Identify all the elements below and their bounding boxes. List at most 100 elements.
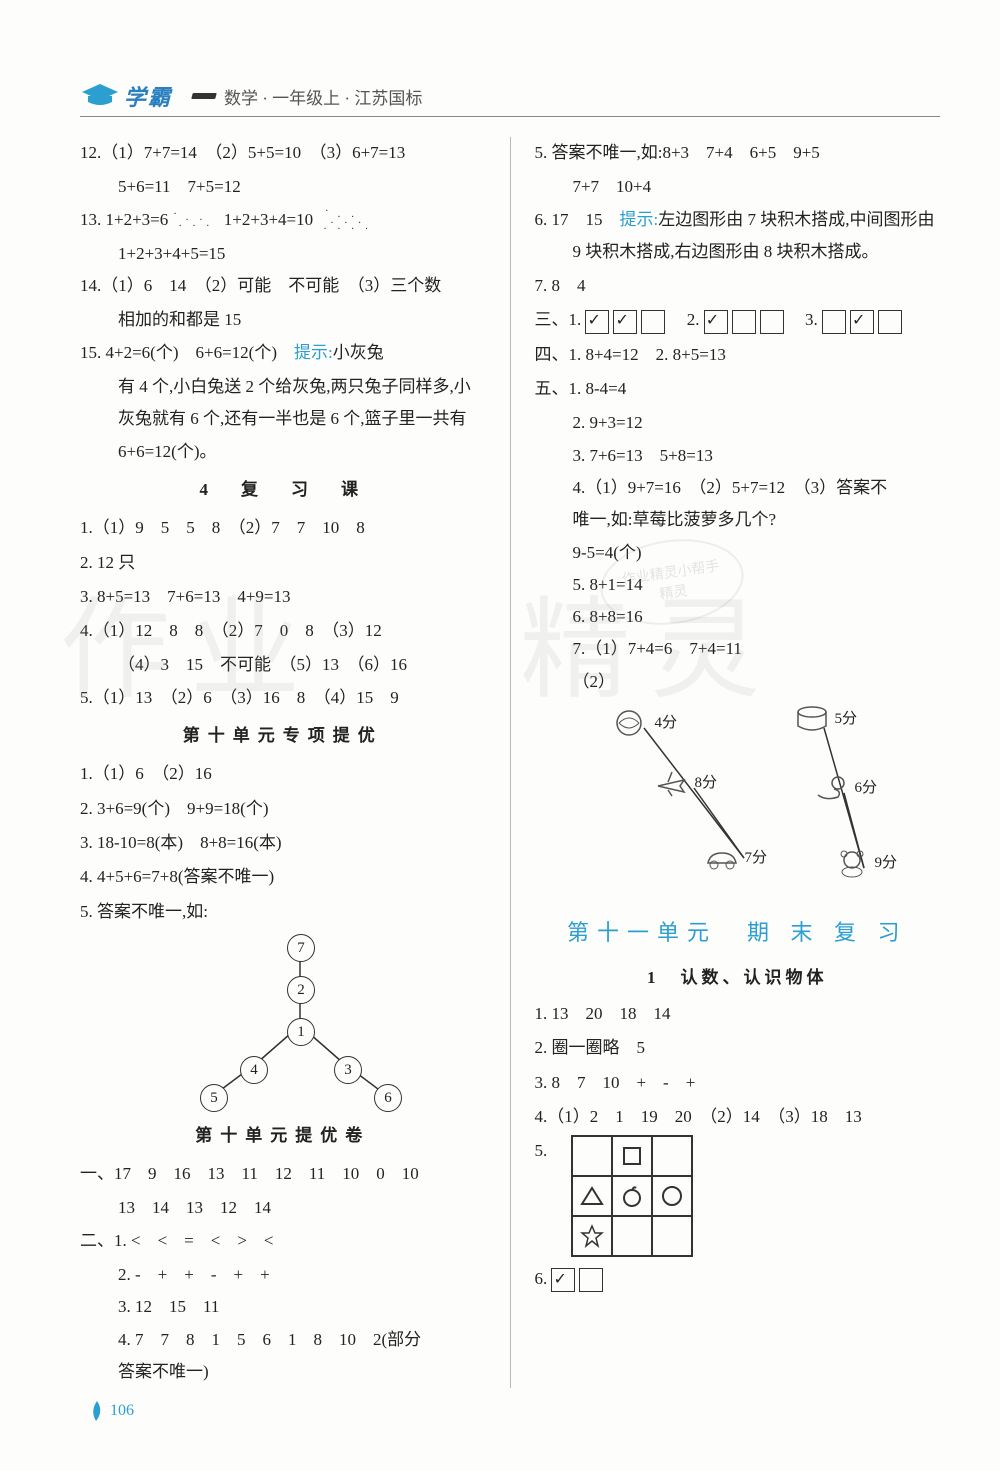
checkbox-checked: ✓ — [641, 310, 665, 334]
ball-icon — [614, 708, 650, 738]
plane-icon — [654, 768, 690, 798]
grid-cell-empty — [572, 1136, 612, 1176]
answer-text: 5. — [534, 1135, 940, 1257]
checkbox-checked: ✓ — [878, 310, 902, 334]
answer-text: 二、1. < < = < > < — [80, 1225, 486, 1257]
answer-text: 6. 8+8=16 — [534, 601, 940, 633]
answer-text: 3. 8 7 10 + - + — [534, 1067, 940, 1099]
answer-text: 一、17 9 16 13 11 12 11 10 0 10 — [80, 1158, 486, 1190]
right-column: 5. 答案不唯一,如:8+3 7+4 6+5 9+5 7+7 10+4 6. 1… — [534, 137, 940, 1388]
checkbox-checked: ✓ — [732, 310, 756, 334]
answer-text: 三、1. ✓ ✓ 2. ✓ 3. ✓ — [534, 304, 940, 336]
grid-cell-empty — [652, 1216, 692, 1256]
answer-text: 2. 12 只 — [80, 547, 486, 579]
content-columns: 12.（1）7+7=14 （2）5+5=10 （3）6+7=13 5+6=11 … — [80, 137, 940, 1388]
answer-text: 13 14 13 12 14 — [80, 1192, 486, 1224]
answer-text: 1.（1）9 5 5 8 （2）7 7 10 8 — [80, 512, 486, 544]
duck-icon — [814, 773, 850, 803]
checkbox-empty — [822, 310, 846, 334]
answer-text: 6. 17 15 提示:左边图形由 7 块积木搭成,中间图形由 9 块积木搭成,… — [534, 204, 940, 269]
answer-text: 7.（1）7+4=6 7+4=11 — [534, 633, 940, 665]
toy-car: 7分 — [704, 843, 767, 873]
checkbox-group: ✓ — [551, 1268, 603, 1292]
answer-text: 5+6=11 7+5=12 — [80, 171, 486, 203]
checkbox-empty — [760, 310, 784, 334]
answer-text: 答案不唯一) — [80, 1356, 486, 1388]
answer-text: 1+2+3+4+5=15 — [80, 238, 486, 270]
dot-triangle-icon: ·· ·· · · — [179, 212, 214, 230]
answer-text: 14.（1）6 14 （2）可能 不可能 （3）三个数 — [80, 270, 486, 302]
column-divider — [510, 137, 511, 1388]
grid-cell-apple — [612, 1176, 652, 1216]
feather-icon — [90, 1401, 104, 1421]
tree-node: 2 — [287, 976, 315, 1004]
dot-triangle-icon: ·· ·· · ·· · · · — [323, 209, 372, 233]
drum-icon — [794, 704, 830, 734]
answer-text: 2. 3+6=9(个) 9+9=18(个) — [80, 793, 486, 825]
answer-text: 四、1. 8+4=12 2. 8+5=13 — [534, 339, 940, 371]
tree-node: 4 — [240, 1056, 268, 1084]
answer-text: 1.（1）6 （2）16 — [80, 758, 486, 790]
toy-bear: 9分 — [834, 848, 897, 878]
shape-grid — [571, 1135, 693, 1257]
checkbox-checked: ✓ — [579, 1268, 603, 1292]
answer-text: 4.（1）9+7=16 （2）5+7=12 （3）答案不 — [534, 472, 940, 504]
tree-node: 6 — [374, 1084, 402, 1112]
sub-section-title: 1 认数、认识物体 — [534, 962, 940, 994]
answer-text: 2. 圈一圈略 5 — [534, 1032, 940, 1064]
left-column: 12.（1）7+7=14 （2）5+5=10 （3）6+7=13 5+6=11 … — [80, 137, 486, 1388]
logo: 学霸 — [80, 80, 172, 112]
checkbox-group: ✓ — [822, 310, 902, 334]
answer-text: 7. 8 4 — [534, 270, 940, 302]
toy-plane: 8分 — [654, 768, 717, 798]
checkbox-group: ✓ ✓ — [585, 310, 665, 334]
hint-label: 提示: — [294, 343, 333, 362]
graduation-cap-icon — [80, 82, 120, 110]
answer-text: 3. 18-10=8(本) 8+8=16(本) — [80, 827, 486, 859]
number-tree-diagram: 7 2 1 4 3 5 6 — [200, 934, 400, 1114]
section-title: 第十单元专项提优 — [80, 720, 486, 752]
toy-duck: 6分 — [814, 773, 877, 803]
toy-score-diagram: 4分 5分 8分 6分 7分 — [574, 698, 914, 898]
grid-cell-star — [572, 1216, 612, 1256]
answer-text: 4. 7 7 8 1 5 6 1 8 10 2(部分 — [80, 1324, 486, 1356]
answer-text: 五、1. 8-4=4 — [534, 373, 940, 405]
tree-node: 1 — [287, 1018, 315, 1046]
answer-text: 3. 8+5=13 7+6=13 4+9=13 — [80, 581, 486, 613]
dash-icon — [191, 93, 217, 99]
answer-text: 2. 9+3=12 — [534, 407, 940, 439]
answer-text: 5. 8+1=14 — [534, 569, 940, 601]
section-title: 4 复 习 课 — [80, 474, 486, 506]
answer-text: 5. 答案不唯一,如:8+3 7+4 6+5 9+5 — [534, 137, 940, 169]
answer-text: 3. 12 15 11 — [80, 1291, 486, 1323]
answer-text: 13. 1+2+3=6 ·· ·· · · 1+2+3+4=10 ·· ·· ·… — [80, 204, 486, 236]
answer-text: 4.（1）2 1 19 20 （2）14 （3）18 13 — [534, 1101, 940, 1133]
answer-text: 相加的和都是 15 — [80, 304, 486, 336]
section-title: 第十单元提优卷 — [80, 1120, 486, 1152]
grid-cell-square — [612, 1136, 652, 1176]
unit-title: 第十一单元 期 末 复 习 — [534, 912, 940, 954]
answer-text: 6. ✓ — [534, 1263, 940, 1295]
answer-text: 有 4 个,小白兔送 2 个给灰兔,两只兔子同样多,小灰兔就有 6 个,还有一半… — [80, 371, 486, 468]
answer-text: 4.（1）12 8 8 （2）7 0 8 （3）12 — [80, 615, 486, 647]
grid-cell-empty — [612, 1216, 652, 1256]
toy-ball: 4分 — [614, 708, 677, 738]
page-header: 学霸 数学 · 一年级上 · 江苏国标 — [80, 80, 940, 117]
answer-text: 2. - + + - + + — [80, 1259, 486, 1291]
answer-text: （2） — [534, 666, 940, 698]
answer-text: 12.（1）7+7=14 （2）5+5=10 （3）6+7=13 — [80, 137, 486, 169]
answer-text: 4. 4+5+6=7+8(答案不唯一) — [80, 861, 486, 893]
answer-text: 1. 13 20 18 14 — [534, 998, 940, 1030]
tree-node: 5 — [200, 1084, 228, 1112]
car-icon — [704, 843, 740, 873]
answer-text: （4）3 15 不可能 （5）13 （6）16 — [80, 649, 486, 681]
answer-text: 5.（1）13 （2）6 （3）16 8 （4）15 9 — [80, 682, 486, 714]
answer-text: 唯一,如:草莓比菠萝多几个? — [534, 504, 940, 536]
page: 作业 精灵 作业精灵小帮手 精灵 学霸 数学 · 一年级上 · 江苏国标 12.… — [0, 0, 1000, 1471]
toy-drum: 5分 — [794, 704, 857, 734]
grid-cell-circle — [652, 1176, 692, 1216]
bear-icon — [834, 848, 870, 878]
grid-cell-empty — [652, 1136, 692, 1176]
answer-text: 3. 7+6=13 5+8=13 — [534, 440, 940, 472]
answer-text: 5. 答案不唯一,如: — [80, 896, 486, 928]
